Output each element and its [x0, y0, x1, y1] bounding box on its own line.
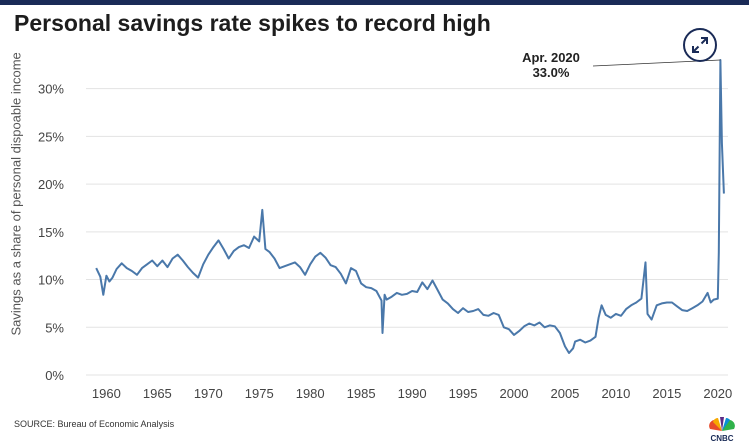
logo-wordmark: CNBC — [710, 434, 733, 443]
x-tick-label: 1985 — [347, 386, 376, 401]
y-tick-label: 15% — [38, 225, 64, 240]
expand-arrows-icon[interactable] — [683, 28, 717, 62]
gridlines — [86, 88, 728, 376]
x-tick-label: 2010 — [601, 386, 630, 401]
annotation-date-label: Apr. 2020 — [522, 50, 580, 65]
x-tick-label: 1970 — [194, 386, 223, 401]
annotation-value-label: 33.0% — [533, 65, 570, 80]
top-accent-bar — [0, 0, 749, 5]
x-tick-label: 1980 — [296, 386, 325, 401]
x-axis-ticks: 1960 1965 1970 1975 1980 1985 1990 1995 2000 2005… — [92, 386, 732, 401]
series-line — [95, 59, 725, 354]
x-tick-label: 2005 — [550, 386, 579, 401]
y-tick-label: 20% — [38, 177, 64, 192]
y-tick-label: 25% — [38, 129, 64, 144]
x-tick-label: 1990 — [398, 386, 427, 401]
y-axis-ticks: 0% 5% 10% 15% 20% 25% 30% — [38, 82, 64, 383]
chart-title: Personal savings rate spikes to record h… — [14, 10, 491, 36]
x-tick-label: 2015 — [652, 386, 681, 401]
x-tick-label: 1975 — [245, 386, 274, 401]
y-tick-label: 0% — [45, 368, 64, 383]
y-tick-label: 30% — [38, 82, 64, 97]
y-tick-label: 5% — [45, 320, 64, 335]
peacock-logo-icon: CNBC — [699, 415, 745, 443]
x-tick-label: 2020 — [703, 386, 732, 401]
x-tick-label: 1960 — [92, 386, 121, 401]
source-note: SOURCE: Bureau of Economic Analysis — [14, 419, 175, 429]
x-tick-label: 1995 — [449, 386, 478, 401]
y-tick-label: 10% — [38, 273, 64, 288]
x-tick-label: 2000 — [500, 386, 529, 401]
x-tick-label: 1965 — [143, 386, 172, 401]
